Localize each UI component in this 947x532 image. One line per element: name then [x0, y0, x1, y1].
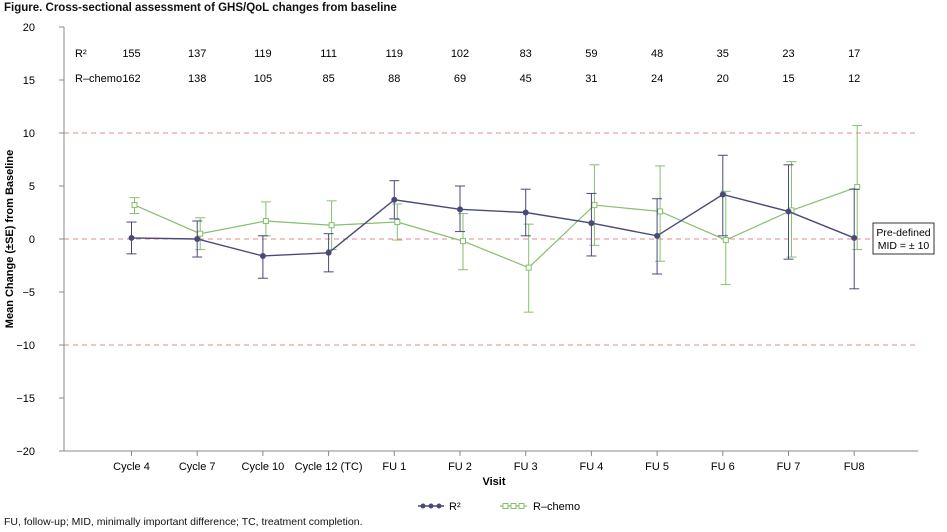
- x-tick-label: FU 3: [514, 461, 538, 473]
- footnote: FU, follow-up; MID, minimally important …: [4, 516, 363, 528]
- data-point: [460, 238, 466, 245]
- y-tick-label: −20: [16, 446, 35, 458]
- n-table-value: 31: [585, 73, 597, 85]
- data-point: [719, 191, 726, 198]
- data-point: [131, 202, 138, 209]
- n-table-value: 69: [454, 73, 466, 85]
- series-layer: [126, 125, 863, 313]
- series-r2: [126, 154, 860, 290]
- x-tick-label: Cycle 12 (TC): [295, 461, 363, 473]
- x-tick-label: Cycle 4: [113, 461, 150, 473]
- x-axis-label: Visit: [482, 476, 505, 488]
- data-point: [262, 217, 269, 224]
- n-table-value: 17: [848, 48, 860, 60]
- n-table-value: 111: [320, 48, 337, 60]
- n-at-risk-table: R² 155 137 119 111 119 102 83 59 48 35 23 17R–chemo 1…: [75, 48, 860, 85]
- legend-rchemo-marker: [518, 503, 525, 509]
- data-point: [654, 232, 661, 239]
- legend-r2-label: R²: [449, 501, 461, 513]
- n-table-value: 24: [651, 73, 663, 85]
- legend-item-rchemo: R–chemo: [500, 501, 580, 513]
- y-tick-label: 10: [23, 128, 35, 140]
- n-table-row-label: R–chemo: [75, 73, 122, 85]
- data-point: [522, 209, 529, 216]
- y-tick-label: −5: [22, 287, 35, 299]
- x-tick-label: FU 7: [777, 461, 801, 473]
- y-tick-label: 5: [29, 181, 35, 193]
- x-tick-label: FU 2: [448, 461, 472, 473]
- data-point: [128, 234, 135, 241]
- data-point: [588, 220, 595, 227]
- x-ticks: Cycle 4 Cycle 7 Cycle 10 Cycle 12 (TC) FU 1 F…: [113, 451, 865, 473]
- x-tick-label: Cycle 10: [242, 461, 285, 473]
- y-tick-label: 15: [23, 75, 35, 87]
- n-table-value: 119: [254, 48, 272, 60]
- n-table-value: 35: [717, 48, 729, 60]
- x-tick-label: FU 1: [382, 461, 406, 473]
- data-point: [391, 196, 398, 203]
- mid-annotation-line2: MID = ± 10: [878, 240, 930, 252]
- mid-annotation-line1: Pre-defined: [876, 227, 930, 239]
- n-table-value: 138: [188, 73, 206, 85]
- n-table-value: 137: [188, 48, 206, 60]
- y-tick-label: −10: [16, 340, 35, 352]
- data-point: [785, 208, 792, 215]
- n-table-value: 15: [782, 73, 794, 85]
- data-point: [457, 206, 463, 213]
- y-tick-label: 0: [29, 234, 35, 246]
- data-point: [194, 236, 201, 242]
- legend: R² R–chemo: [418, 501, 580, 513]
- x-tick-label: FU 4: [579, 461, 603, 473]
- n-table-value: 162: [122, 73, 140, 85]
- data-point: [657, 208, 664, 215]
- n-table-value: 12: [848, 73, 860, 85]
- n-table-row-label: R²: [75, 48, 87, 60]
- n-table-value: 155: [122, 48, 140, 60]
- y-axis-label: Mean Change (±SE) from Baseline: [4, 150, 16, 328]
- x-tick-label: FU8: [844, 461, 865, 473]
- data-point: [325, 249, 332, 256]
- n-table-value: 59: [585, 48, 597, 60]
- n-table-value: 48: [651, 48, 663, 60]
- x-tick-label: FU 5: [645, 461, 669, 473]
- n-table-value: 83: [520, 48, 532, 60]
- legend-r2-marker: [420, 503, 426, 509]
- n-table-value: 85: [322, 73, 334, 85]
- x-tick-label: Cycle 7: [179, 461, 216, 473]
- legend-rchemo-marker: [502, 503, 509, 509]
- series-rchemo: [129, 125, 863, 313]
- mid-annotation-box: [872, 222, 935, 255]
- legend-r2-marker: [428, 503, 434, 509]
- figure-title: Figure. Cross-sectional assessment of GH…: [4, 2, 397, 14]
- mid-annotation: Pre-defined MID = ± 10: [872, 222, 935, 255]
- y-tick-label: −15: [16, 393, 35, 405]
- legend-item-r2: R²: [418, 501, 461, 513]
- data-point: [328, 222, 335, 229]
- series-line: [131, 193, 855, 257]
- legend-r2-marker: [436, 503, 442, 509]
- n-table-value: 88: [388, 73, 400, 85]
- n-table-value: 23: [782, 48, 794, 60]
- x-tick-label: FU 6: [711, 461, 735, 473]
- data-point: [394, 219, 401, 226]
- n-table-value: 45: [520, 73, 532, 85]
- data-point: [722, 237, 729, 244]
- data-point: [525, 264, 532, 271]
- data-point: [259, 252, 266, 259]
- data-point: [591, 202, 598, 209]
- n-table-value: 119: [386, 48, 404, 60]
- n-table-value: 102: [451, 48, 469, 60]
- legend-rchemo-label: R–chemo: [533, 501, 580, 513]
- n-table-value: 20: [717, 73, 729, 85]
- y-tick-label: 20: [23, 22, 35, 34]
- y-ticks: 20 15 10 5 0 −5 −10 −15 −20: [16, 22, 64, 458]
- series-line: [134, 186, 858, 269]
- data-point: [197, 230, 204, 237]
- legend-rchemo-marker: [510, 503, 517, 509]
- n-table-value: 105: [254, 73, 272, 85]
- reference-lines: [64, 132, 918, 346]
- data-point: [851, 234, 858, 241]
